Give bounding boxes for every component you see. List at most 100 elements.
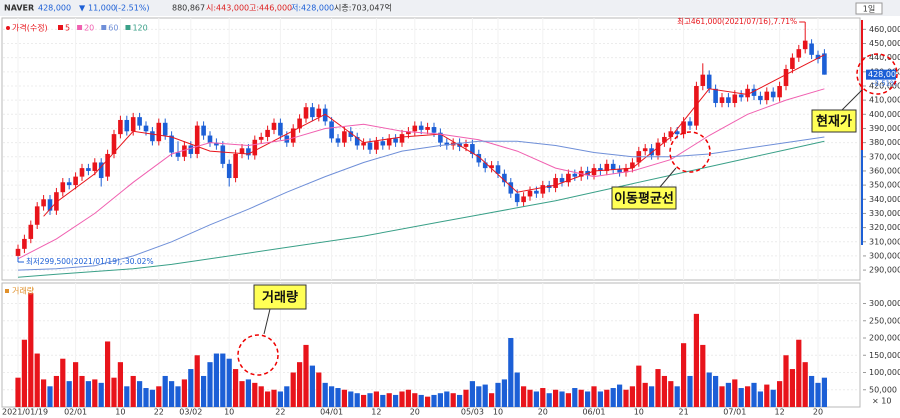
x-tick-label: 12 xyxy=(371,408,381,417)
volume-bar xyxy=(706,372,712,407)
volume-bar xyxy=(393,394,399,407)
volume-bar xyxy=(636,365,642,407)
volume-bar xyxy=(809,375,815,407)
volume-bar xyxy=(111,377,117,407)
candle-body xyxy=(252,139,258,156)
callout-leader xyxy=(263,308,271,335)
y-tick-label: 310,000 xyxy=(869,237,900,246)
x-tick-label: 10 xyxy=(493,408,503,417)
volume-bar xyxy=(226,358,232,407)
x-tick-label: 02/01 xyxy=(64,408,87,417)
period-button-label[interactable]: 1일 xyxy=(863,5,875,14)
volume-bar xyxy=(284,386,290,407)
volume-bar xyxy=(489,393,495,407)
candle-body xyxy=(777,85,782,98)
candle-body xyxy=(73,176,78,186)
candle-body xyxy=(246,148,251,156)
candle-body xyxy=(790,57,795,69)
candle-body xyxy=(598,168,603,171)
volume-bar xyxy=(181,379,187,407)
current-price-box xyxy=(866,69,896,80)
candle-body xyxy=(162,122,168,136)
volume-bar xyxy=(53,375,59,407)
candle-body xyxy=(649,148,654,156)
candle-body xyxy=(514,193,520,203)
volume-bar xyxy=(585,391,591,407)
highlight-circle xyxy=(856,53,898,95)
candle-body xyxy=(194,125,200,154)
candle-body xyxy=(706,74,712,89)
volume-bar xyxy=(265,391,271,407)
x-tick-label: 04/01 xyxy=(320,408,343,417)
candle-body xyxy=(815,54,821,60)
y-tick-label: 370,000 xyxy=(869,152,900,161)
candle-body xyxy=(105,153,110,177)
volume-bar xyxy=(316,372,322,407)
x-tick-label: 12 xyxy=(775,408,785,417)
candle-body xyxy=(489,165,494,169)
candle-body xyxy=(278,122,283,136)
candle-body xyxy=(118,119,123,135)
candle-body xyxy=(111,134,117,154)
y-tick-label: 300,000 xyxy=(869,251,900,260)
candle-body xyxy=(284,135,290,143)
volume-bar xyxy=(92,379,98,407)
volume-bar xyxy=(297,362,303,407)
y-tick-label: 390,000 xyxy=(869,124,900,133)
candle-body xyxy=(207,135,213,143)
x-tick-label: 05/03 xyxy=(461,408,484,417)
volume-bar xyxy=(124,386,130,407)
volume-bar xyxy=(444,391,450,407)
y-tick-label: 320,000 xyxy=(869,223,900,232)
volume-bar xyxy=(60,358,66,407)
stock-name: NAVER xyxy=(4,4,34,13)
volume-bar xyxy=(130,375,136,407)
candle-body xyxy=(425,127,430,130)
period-button[interactable] xyxy=(855,2,883,15)
y-tick-label: 150,000 xyxy=(869,351,900,360)
legend-swatch xyxy=(58,25,63,30)
volume-bar xyxy=(169,381,175,407)
volume-bar xyxy=(700,344,706,407)
legend-label: 120 xyxy=(132,24,147,33)
candle-body xyxy=(322,108,328,122)
candle-body xyxy=(713,88,718,103)
y-tick-label: 330,000 xyxy=(869,209,900,218)
x-tick-label: 22 xyxy=(275,408,285,417)
volume-bar xyxy=(175,386,181,407)
candle-body xyxy=(463,144,469,147)
volume-bar xyxy=(335,388,341,407)
volume-bar xyxy=(642,382,648,407)
volume-bar xyxy=(373,391,379,407)
candle-body xyxy=(226,163,232,179)
volume-bar xyxy=(540,388,546,407)
volume-bar xyxy=(66,381,72,407)
high: 고:446,000 xyxy=(249,4,292,13)
candle-body xyxy=(495,165,501,174)
volume-bar xyxy=(252,382,258,407)
candle-body xyxy=(188,145,194,154)
volume-bar xyxy=(271,389,277,407)
volume-bar xyxy=(149,389,155,407)
candle-body xyxy=(572,173,578,177)
open: 시:443,000 xyxy=(206,4,249,13)
candle-body xyxy=(201,125,206,136)
volume-bar xyxy=(674,386,680,407)
volume-bar xyxy=(79,375,85,407)
low: 저:428,000 xyxy=(291,4,334,13)
volume-bar xyxy=(815,382,821,407)
volume-bar xyxy=(34,353,40,407)
volume-bar xyxy=(105,341,111,407)
callout-label: 이동평균선 xyxy=(614,191,674,207)
candle-body xyxy=(92,162,98,171)
legend-label: 60 xyxy=(108,24,118,33)
moving-average xyxy=(17,88,825,260)
candle-body xyxy=(809,43,814,55)
candle-body xyxy=(15,248,21,256)
candle-body xyxy=(54,192,59,211)
volume-bar xyxy=(693,313,699,407)
volume-bar xyxy=(578,389,584,407)
candle-body xyxy=(604,163,610,171)
candle-body xyxy=(559,178,565,183)
callout-leader xyxy=(659,167,677,188)
